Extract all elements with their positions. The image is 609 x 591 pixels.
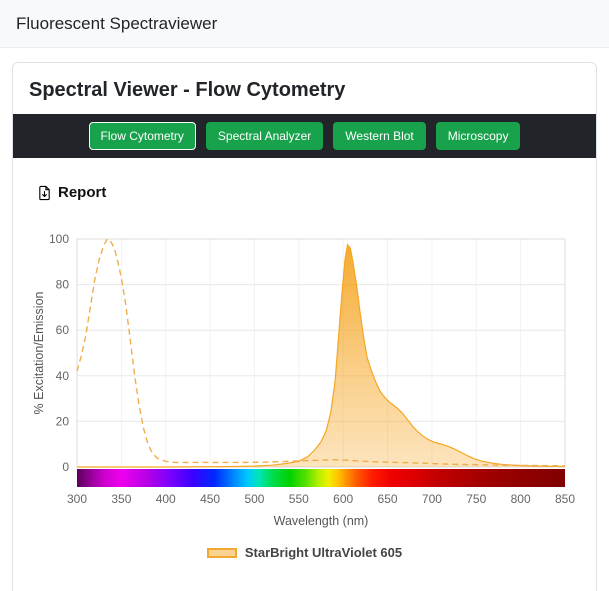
page-title: Spectral Viewer - Flow Cytometry [29,79,346,101]
svg-text:550: 550 [288,492,308,506]
legend-item[interactable]: StarBright UltraViolet 605 [206,545,403,560]
svg-text:350: 350 [111,492,131,506]
legend-marker [206,547,237,558]
legend-label: StarBright UltraViolet 605 [244,545,403,560]
report-label: Report [58,184,107,201]
svg-text:450: 450 [200,492,220,506]
svg-text:0: 0 [62,460,69,474]
report-button[interactable]: Report [37,184,106,201]
tab-flow-cytometry[interactable]: Flow Cytometry [88,122,196,150]
spectra-chart-svg[interactable]: 0 20 40 60 80 100 300 350 400 450 500 550 600 650 700 7… [31,225,579,533]
svg-text:60: 60 [55,323,69,337]
svg-text:80: 80 [55,278,69,292]
app-title: Fluorescent Spectraviewer [16,13,218,33]
tab-bar: Flow Cytometry Spectral Analyzer Western… [13,114,596,158]
svg-text:300: 300 [66,492,86,506]
svg-text:20: 20 [55,414,69,428]
report-icon [37,185,52,201]
svg-text:Wavelength (nm): Wavelength (nm) [273,514,368,528]
svg-text:850: 850 [554,492,574,506]
svg-text:750: 750 [466,492,486,506]
svg-text:400: 400 [155,492,175,506]
main-card: Spectral Viewer - Flow Cytometry Flow Cy… [12,62,597,591]
svg-text:% Excitation/Emission: % Excitation/Emission [32,291,46,414]
svg-text:40: 40 [55,369,69,383]
svg-text:800: 800 [510,492,530,506]
tab-western-blot[interactable]: Western Blot [333,122,426,150]
svg-text:600: 600 [333,492,353,506]
svg-text:500: 500 [244,492,264,506]
tab-spectral-analyzer[interactable]: Spectral Analyzer [205,122,324,150]
svg-text:700: 700 [421,492,441,506]
svg-text:100: 100 [48,232,68,246]
spectra-chart: 0 20 40 60 80 100 300 350 400 450 500 550 600 650 700 7… [13,225,596,560]
app-header: Fluorescent Spectraviewer [0,0,609,48]
tab-microscopy[interactable]: Microscopy [435,122,521,150]
svg-text:650: 650 [377,492,397,506]
